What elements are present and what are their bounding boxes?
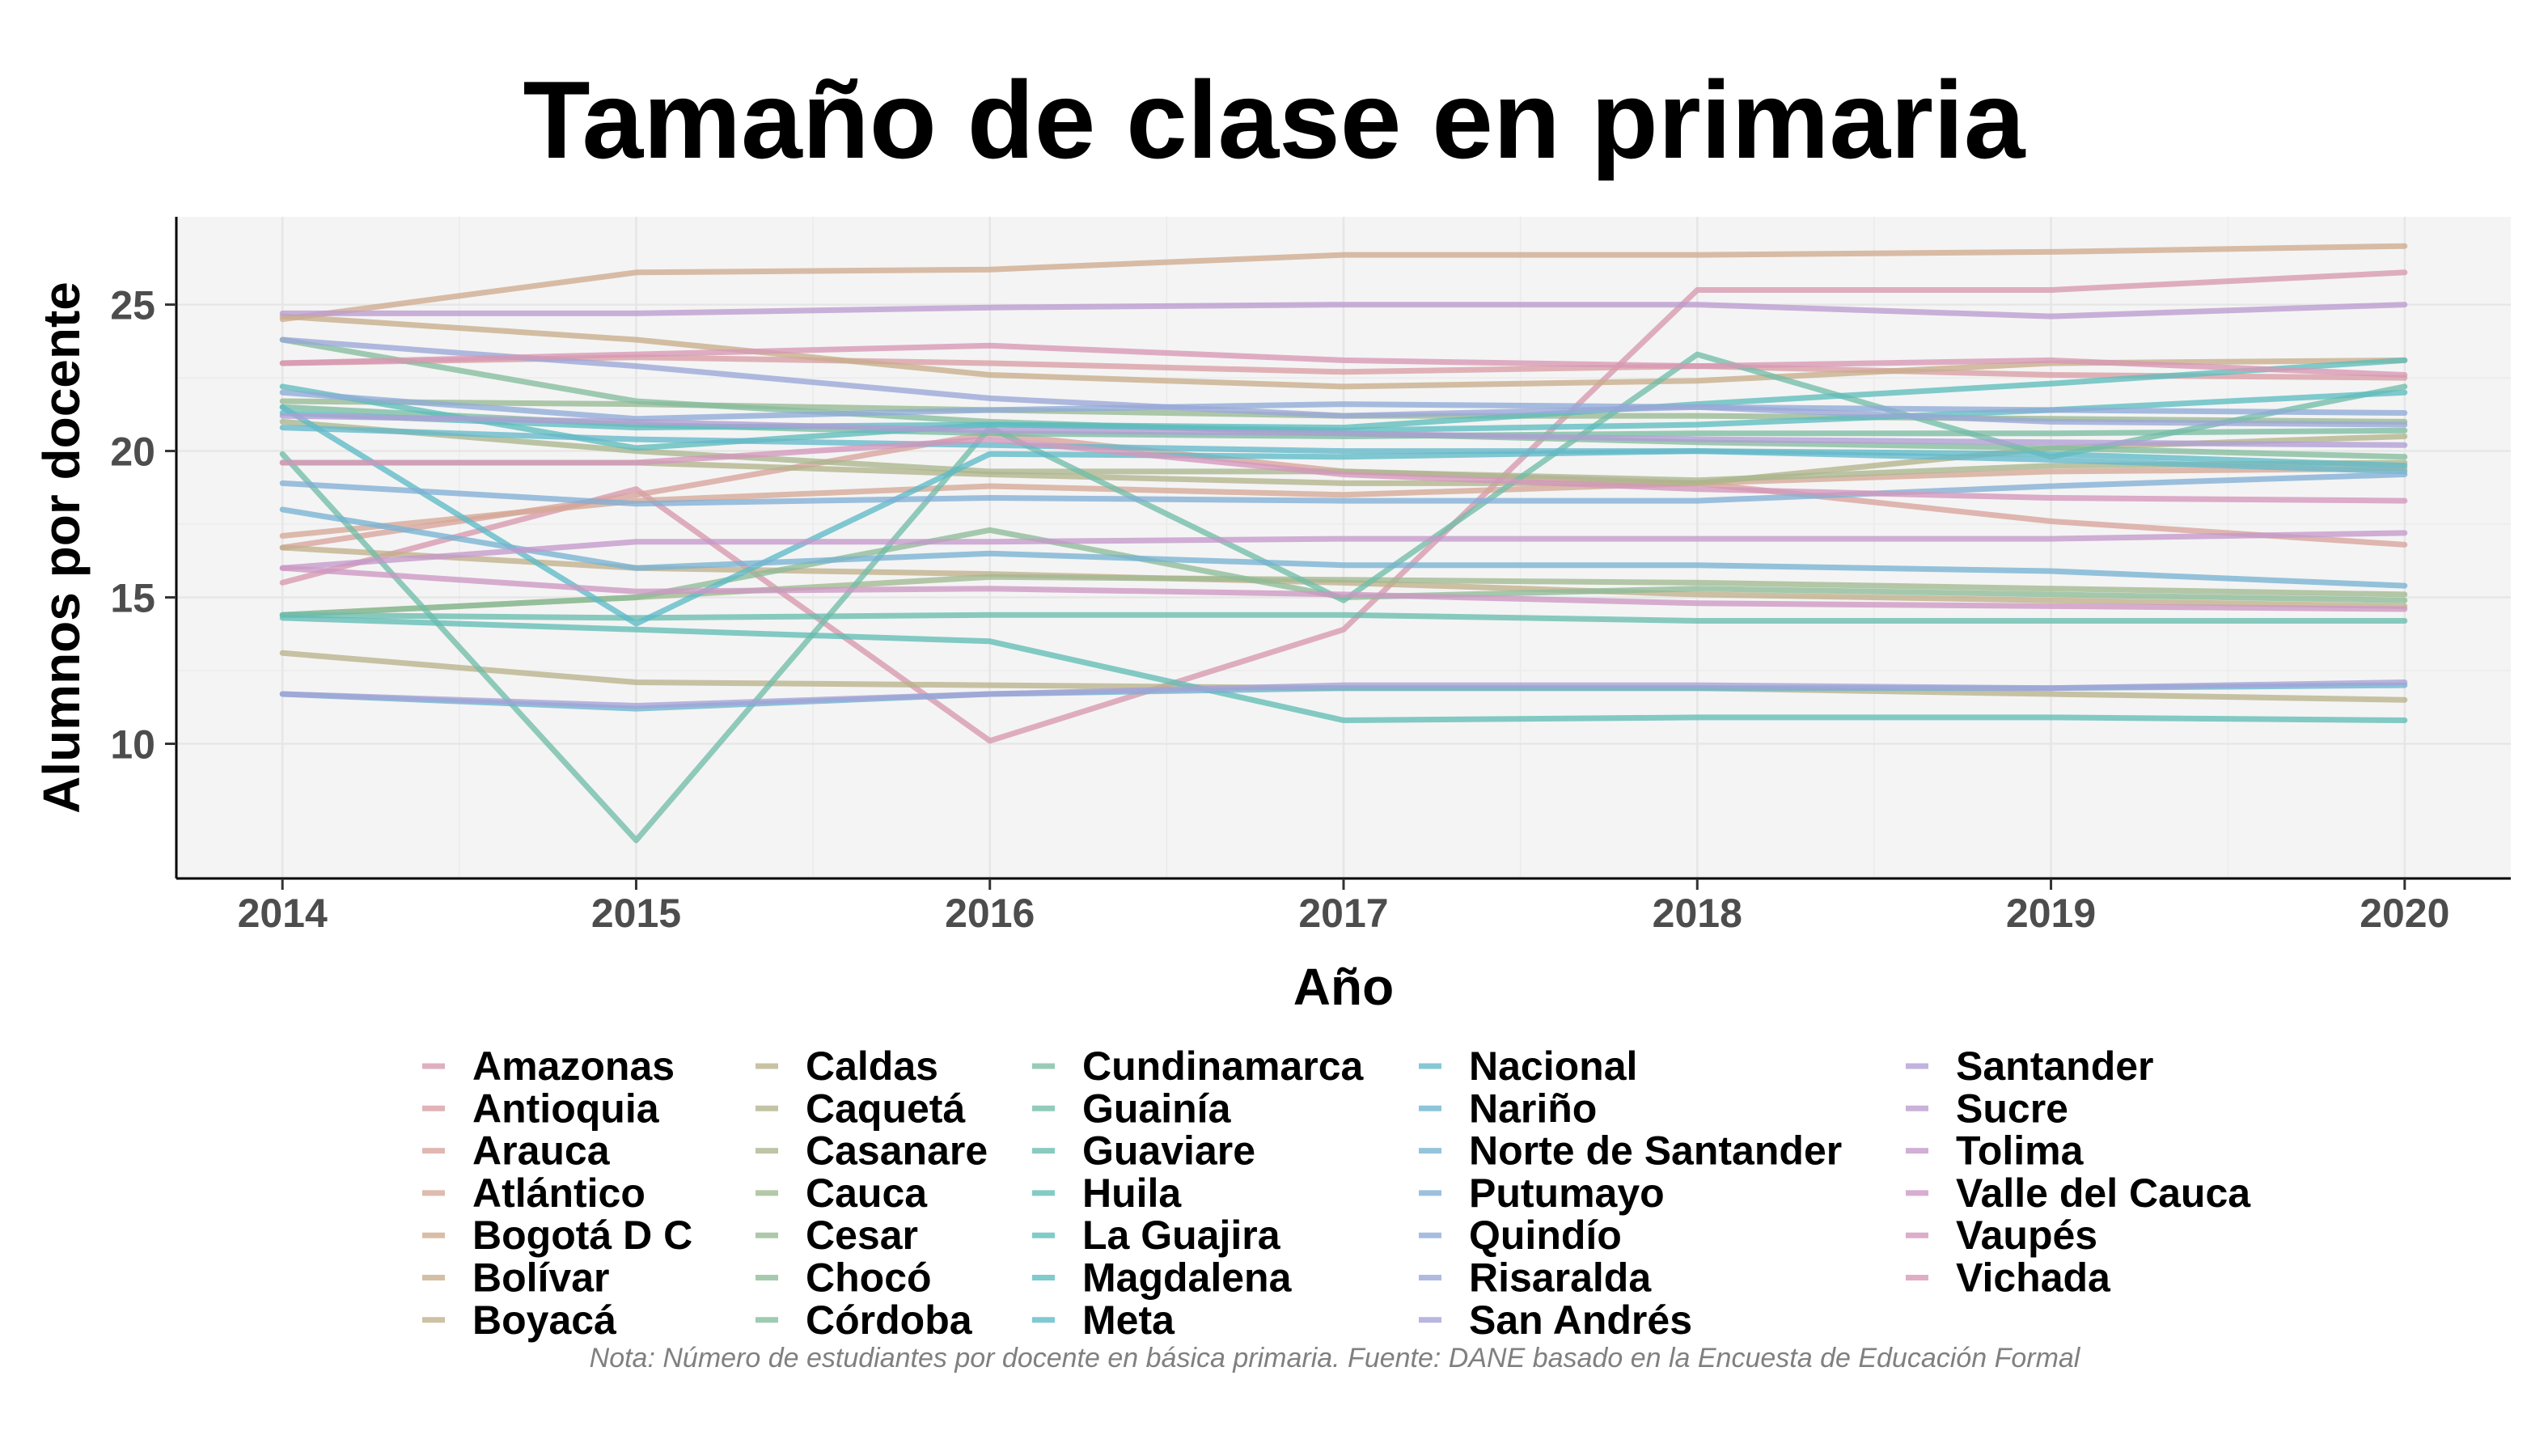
y-axis-title: Alumnos por docente	[32, 281, 91, 814]
x-tick-label: 2018	[1653, 891, 1742, 936]
legend-label: La Guajira	[1082, 1213, 1281, 1258]
series-line	[279, 472, 2408, 507]
chart-note: Nota: Número de estudiantes por docente …	[589, 1343, 2080, 1373]
series-line	[279, 413, 2408, 448]
y-tick-label: 15	[110, 576, 155, 621]
series-line	[279, 506, 2408, 589]
legend-label: Cesar	[806, 1213, 918, 1258]
legend-label: Nariño	[1469, 1086, 1597, 1131]
legend-label: Meta	[1082, 1297, 1175, 1343]
y-tick-label: 20	[110, 430, 155, 475]
legend-label: Risaralda	[1469, 1255, 1652, 1301]
series-line	[279, 404, 2408, 627]
legend-label: Amazonas	[472, 1043, 675, 1089]
series-line	[279, 313, 2408, 390]
series-line	[279, 465, 2408, 539]
legend-label: Huila	[1082, 1170, 1182, 1216]
legend-label: Cundinamarca	[1082, 1043, 1365, 1089]
legend-label: Guainía	[1082, 1086, 1232, 1131]
x-axis-title: Año	[1293, 958, 1394, 1016]
series-line	[279, 243, 2408, 323]
axis-ticks: 10 15 20 25 2014 2015 2016 2017 2018 2019 2020	[110, 283, 2449, 936]
chart-title: Tamaño de clase en primaria	[523, 58, 2025, 181]
legend-label: Putumayo	[1469, 1170, 1665, 1216]
legend-label: Chocó	[806, 1255, 932, 1301]
x-tick-label: 2019	[2006, 891, 2096, 936]
series-line	[279, 354, 2408, 381]
legend-label: Guaviare	[1082, 1128, 1255, 1174]
series-line	[279, 342, 2408, 378]
series-line	[279, 615, 2408, 723]
legend-label: Santander	[1956, 1043, 2154, 1089]
series-lines	[279, 243, 2408, 844]
series-line	[279, 436, 2408, 504]
series-line	[279, 269, 2408, 744]
legend-label: Vichada	[1956, 1255, 2111, 1301]
legend-label: San Andrés	[1469, 1297, 1692, 1343]
legend-label: Caquetá	[806, 1086, 965, 1131]
series-line	[279, 357, 2408, 451]
legend-label: Vaupés	[1956, 1213, 2097, 1258]
series-line	[279, 679, 2408, 709]
series-line	[279, 336, 2408, 428]
x-tick-label: 2016	[945, 891, 1035, 936]
legend-label: Cauca	[806, 1170, 928, 1216]
series-line	[279, 565, 2408, 612]
series-line	[279, 389, 2408, 422]
legend-label: Bogotá D C	[472, 1213, 692, 1258]
legend-label: Casanare	[806, 1128, 988, 1174]
series-line	[279, 418, 2408, 484]
x-tick-label: 2020	[2360, 891, 2449, 936]
legend-label: Atlántico	[472, 1170, 645, 1216]
x-tick-label: 2015	[591, 891, 681, 936]
legend-label: Valle del Cauca	[1956, 1170, 2251, 1216]
series-line	[279, 351, 2408, 844]
legend-label: Antioquia	[472, 1086, 660, 1131]
legend-label: Magdalena	[1082, 1255, 1293, 1301]
series-line	[279, 612, 2408, 624]
y-tick-label: 10	[110, 722, 155, 768]
series-line	[279, 302, 2408, 320]
legend-label: Quindío	[1469, 1213, 1622, 1258]
series-line	[279, 425, 2408, 475]
legend-label: Arauca	[472, 1128, 611, 1174]
series-line	[279, 404, 2408, 439]
legend-label: Nacional	[1469, 1043, 1637, 1089]
y-tick-label: 25	[110, 283, 155, 328]
legend-label: Boyacá	[472, 1297, 616, 1343]
legend-label: Caldas	[806, 1043, 938, 1089]
x-tick-label: 2017	[1298, 891, 1388, 936]
series-line	[279, 530, 2408, 571]
x-tick-label: 2014	[238, 891, 328, 936]
legend-label: Bolívar	[472, 1255, 610, 1301]
legend-label: Tolima	[1956, 1128, 2085, 1174]
legend-label: Norte de Santander	[1469, 1128, 1842, 1174]
legend-label: Sucre	[1956, 1086, 2068, 1131]
legend-label: Córdoba	[806, 1297, 973, 1343]
